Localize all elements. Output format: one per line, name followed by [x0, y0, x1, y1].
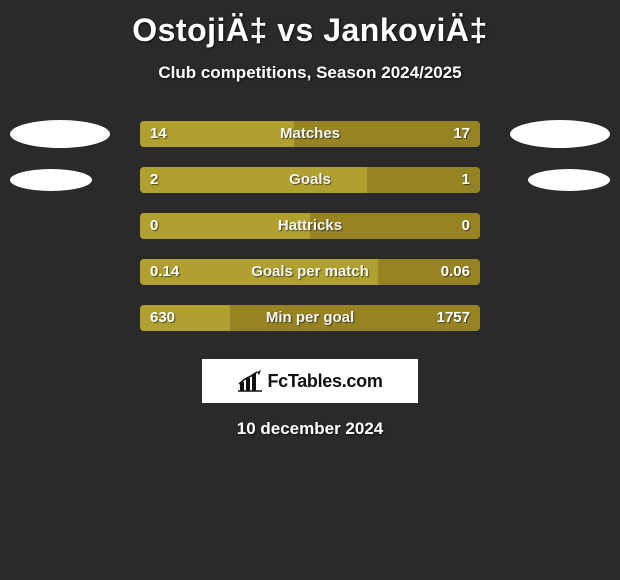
stat-row: 00Hattricks — [0, 213, 620, 239]
player-right-marker — [528, 169, 610, 191]
stat-bar: 0.140.06Goals per match — [140, 259, 480, 285]
bar-segment-right — [294, 121, 480, 147]
stat-bar: 00Hattricks — [140, 213, 480, 239]
stat-bar: 6301757Min per goal — [140, 305, 480, 331]
brand-name: FcTables.com — [267, 371, 382, 392]
player-right-marker — [510, 120, 610, 148]
stat-row: 6301757Min per goal — [0, 305, 620, 331]
player-left-marker — [10, 120, 110, 148]
stat-bar: 21Goals — [140, 167, 480, 193]
bar-segment-left — [140, 167, 367, 193]
brand-logo: FcTables.com — [202, 359, 418, 403]
stat-row: 1417Matches — [0, 121, 620, 147]
stat-row: 0.140.06Goals per match — [0, 259, 620, 285]
page-title: OstojiÄ‡ vs JankoviÄ‡ — [0, 0, 620, 49]
date-label: 10 december 2024 — [0, 419, 620, 439]
bar-segment-right — [367, 167, 480, 193]
bar-segment-left — [140, 259, 378, 285]
bar-segment-left — [140, 305, 230, 331]
bar-segment-left — [140, 121, 294, 147]
chart-icon — [237, 370, 263, 392]
bar-segment-right — [378, 259, 480, 285]
stat-row: 21Goals — [0, 167, 620, 193]
player-left-marker — [10, 169, 92, 191]
bar-segment-right — [230, 305, 480, 331]
bar-segment-left — [140, 213, 310, 239]
stat-bar: 1417Matches — [140, 121, 480, 147]
stat-rows: 1417Matches 21Goals 00Hattricks 0.140.06Goa… — [0, 121, 620, 331]
bar-segment-right — [310, 213, 480, 239]
subtitle: Club competitions, Season 2024/2025 — [0, 63, 620, 83]
